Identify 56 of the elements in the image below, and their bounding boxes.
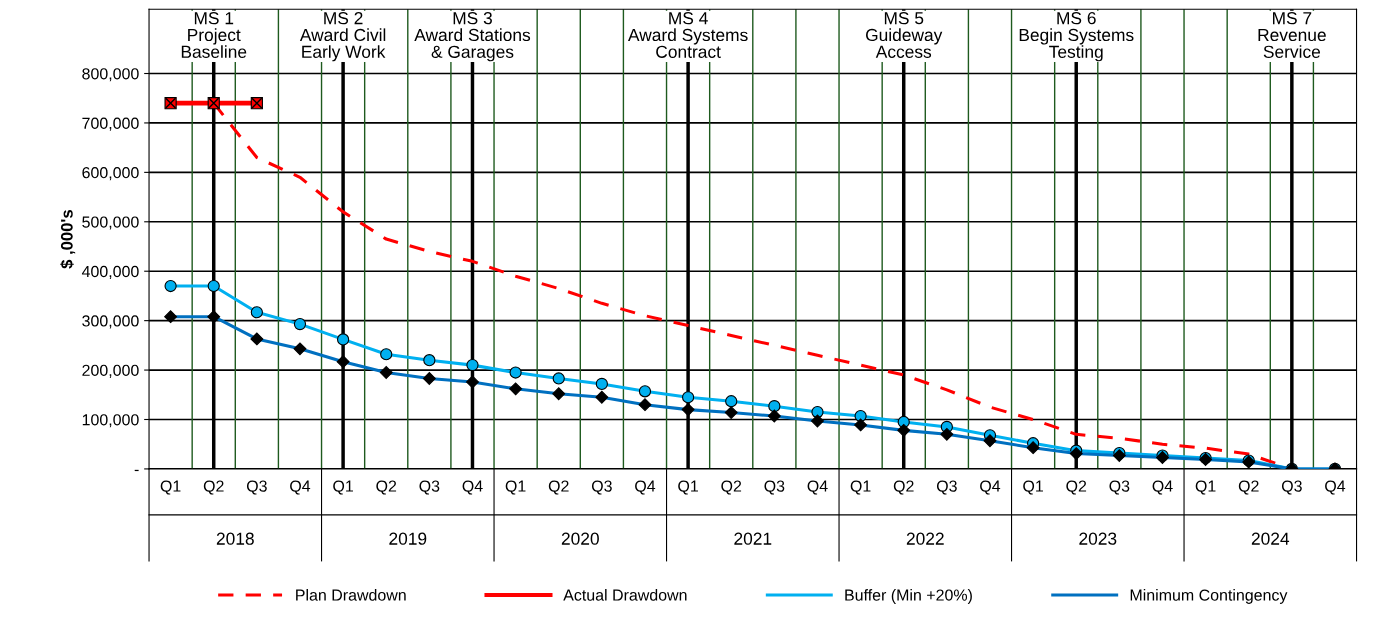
x-tick-label: Q4 xyxy=(290,480,311,495)
x-tick-label: Q2 xyxy=(203,480,224,495)
legend-label: Buffer (Min +20%) xyxy=(845,589,972,604)
x-tick-label: Q3 xyxy=(591,480,612,495)
x-tick-label: Q1 xyxy=(678,480,698,495)
y-tick-label: 600,000 xyxy=(82,167,139,181)
x-tick-label: Q1 xyxy=(333,480,353,495)
text: 2021 xyxy=(734,532,772,545)
x-tick-label: Q1 xyxy=(1023,480,1043,495)
x-tick-label: Q4 xyxy=(807,480,828,495)
x-tick-label: Q4 xyxy=(1325,480,1346,495)
legend-label: Actual Drawdown xyxy=(563,589,687,601)
x-tick-label: Q3 xyxy=(246,480,267,495)
annotation: MS 7 Revenue Service xyxy=(1258,12,1326,58)
y-tick-label: - xyxy=(134,469,139,472)
y-axis-title: $ ,000's xyxy=(60,209,76,269)
y-tick-label: 100,000 xyxy=(82,414,139,428)
text: 2019 xyxy=(389,532,427,545)
annotation: MS 1 Project Baseline xyxy=(181,12,247,58)
x-tick-label: Q2 xyxy=(548,480,569,495)
text: 2018 xyxy=(216,532,254,545)
annotation: MS 4 Award Systems Contract xyxy=(627,12,748,58)
annotation: MS 5 Guideway Access xyxy=(866,12,943,58)
x-tick-label: Q4 xyxy=(635,480,656,495)
text: 2023 xyxy=(1079,532,1117,545)
x-tick-label: Q2 xyxy=(721,480,742,495)
y-tick-label: 500,000 xyxy=(82,216,139,230)
legend-label: Minimum Contingency xyxy=(1130,589,1288,604)
y-tick-label: 700,000 xyxy=(82,117,139,131)
y-tick-label: 800,000 xyxy=(82,68,139,82)
y-tick-label: 400,000 xyxy=(81,265,139,280)
y-tick-label: 300,000 xyxy=(82,315,139,329)
x-tick-label: Q3 xyxy=(1109,480,1130,495)
text: 2020 xyxy=(561,532,599,545)
x-tick-label: Q4 xyxy=(462,480,483,495)
x-tick-label: Q1 xyxy=(505,480,526,495)
text: 2022 xyxy=(906,532,944,545)
x-tick-label: Q2 xyxy=(893,480,914,495)
x-tick-label: Q1 xyxy=(850,480,871,495)
x-tick-label: Q2 xyxy=(376,480,397,495)
x-tick-label: Q4 xyxy=(980,480,1001,495)
text: 2024 xyxy=(1251,532,1290,545)
x-tick-label: Q3 xyxy=(764,480,785,495)
annotation: MS 2 Award Civil Early Work xyxy=(299,12,386,62)
x-tick-label: Q1 xyxy=(1195,480,1216,495)
annotation: MS 6 Begin Systems Testing xyxy=(1019,12,1134,62)
x-tick-label: Q3 xyxy=(936,480,957,495)
x-tick-label: Q3 xyxy=(1281,480,1302,495)
annotation: MS 3 Award Stations & Garages xyxy=(414,12,531,62)
x-tick-label: Q2 xyxy=(1238,480,1259,495)
x-tick-label: Q4 xyxy=(1152,480,1173,495)
y-tick-label: 200,000 xyxy=(82,364,139,378)
legend-label: Plan Drawdown xyxy=(296,589,406,601)
x-tick-label: Q1 xyxy=(160,480,181,495)
x-tick-label: Q2 xyxy=(1066,480,1087,495)
x-tick-label: Q3 xyxy=(419,480,440,495)
